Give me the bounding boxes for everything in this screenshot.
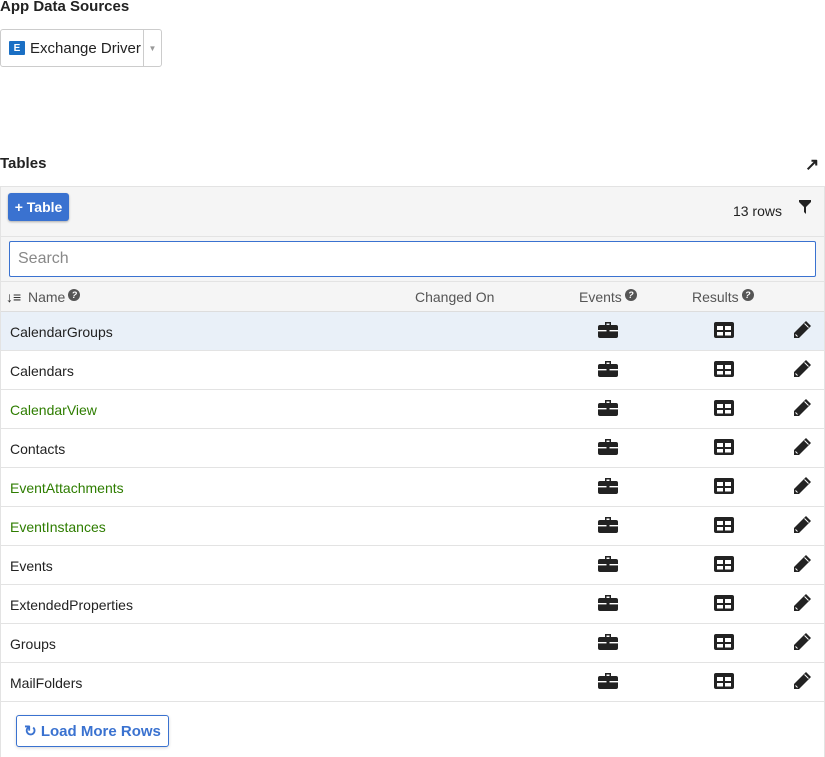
tables-toolbar: + Table 13 rows [1, 187, 824, 237]
help-icon[interactable]: ? [68, 289, 81, 301]
pencil-icon[interactable] [792, 476, 812, 501]
load-more-label: Load More Rows [40, 723, 161, 740]
refresh-icon: ↻ [24, 723, 37, 740]
table-grid-icon[interactable] [714, 634, 734, 655]
table-name[interactable]: Groups [10, 636, 56, 652]
table-row[interactable]: EventAttachments [1, 468, 824, 507]
table-grid-icon[interactable] [714, 556, 734, 577]
help-icon[interactable]: ? [741, 289, 754, 301]
data-source-value: Exchange Driver [30, 39, 141, 57]
briefcase-icon[interactable] [598, 478, 618, 499]
table-name[interactable]: Contacts [10, 441, 66, 457]
column-results[interactable]: Results? [692, 289, 754, 305]
pencil-icon[interactable] [792, 437, 812, 462]
exchange-icon: E [9, 41, 25, 55]
pencil-icon[interactable] [792, 320, 812, 345]
table-name[interactable]: CalendarView [10, 402, 97, 418]
briefcase-icon[interactable] [598, 673, 618, 694]
briefcase-icon[interactable] [598, 439, 618, 460]
table-name[interactable]: Calendars [10, 363, 74, 379]
table-row[interactable]: EventInstances [1, 507, 824, 546]
pencil-icon[interactable] [792, 359, 812, 384]
load-more-rows-button[interactable]: ↻ Load More Rows [16, 715, 169, 747]
pencil-icon[interactable] [792, 515, 812, 540]
briefcase-icon[interactable] [598, 556, 618, 577]
briefcase-icon[interactable] [598, 517, 618, 538]
briefcase-icon[interactable] [598, 595, 618, 616]
table-row[interactable]: Groups [1, 624, 824, 663]
briefcase-icon[interactable] [598, 322, 618, 343]
table-name[interactable]: CalendarGroups [10, 324, 113, 340]
table-name[interactable]: MailFolders [10, 675, 83, 691]
column-name-label: Name [28, 289, 66, 305]
chevron-down-icon[interactable]: ▼ [143, 30, 161, 66]
table-grid-icon[interactable] [714, 439, 734, 460]
column-name[interactable]: Name? [28, 289, 81, 305]
help-icon[interactable]: ? [624, 289, 637, 301]
table-row[interactable]: Events [1, 546, 824, 585]
tables-heading: Tables [0, 155, 47, 172]
pencil-icon[interactable] [792, 593, 812, 618]
table-row[interactable]: CalendarGroups [1, 312, 824, 351]
table-grid-icon[interactable] [714, 400, 734, 421]
pencil-icon[interactable] [792, 398, 812, 423]
column-events[interactable]: Events? [579, 289, 637, 305]
column-results-label: Results [692, 289, 739, 305]
table-grid-icon[interactable] [714, 322, 734, 343]
table-name[interactable]: Events [10, 558, 53, 574]
pencil-icon[interactable] [792, 554, 812, 579]
tables-panel: + Table 13 rows ↓≡ Name? Changed On Even… [0, 186, 825, 757]
table-row[interactable]: Contacts [1, 429, 824, 468]
table-grid-icon[interactable] [714, 595, 734, 616]
column-events-label: Events [579, 289, 622, 305]
table-grid-icon[interactable] [714, 517, 734, 538]
pencil-icon[interactable] [792, 632, 812, 657]
table-row[interactable]: ExtendedProperties [1, 585, 824, 624]
table-header: ↓≡ Name? Changed On Events? Results? [1, 282, 824, 312]
table-name[interactable]: EventAttachments [10, 480, 124, 496]
table-grid-icon[interactable] [714, 361, 734, 382]
briefcase-icon[interactable] [598, 634, 618, 655]
pencil-icon[interactable] [792, 671, 812, 696]
briefcase-icon[interactable] [598, 361, 618, 382]
filter-icon[interactable] [799, 200, 811, 217]
add-table-button[interactable]: + Table [8, 193, 69, 221]
expand-arrow-icon[interactable]: ↗ [805, 155, 820, 174]
table-row[interactable]: MailFolders [1, 663, 824, 702]
table-row[interactable]: Calendars [1, 351, 824, 390]
data-source-select[interactable]: E Exchange Driver ▼ [0, 29, 162, 67]
table-row[interactable]: CalendarView [1, 390, 824, 429]
app-data-sources-heading: App Data Sources [0, 0, 130, 15]
table-name[interactable]: ExtendedProperties [10, 597, 133, 613]
briefcase-icon[interactable] [598, 400, 618, 421]
search-input[interactable] [9, 241, 816, 277]
table-grid-icon[interactable] [714, 673, 734, 694]
table-name[interactable]: EventInstances [10, 519, 106, 535]
row-count: 13 rows [732, 203, 782, 219]
column-changed-on[interactable]: Changed On [415, 289, 495, 305]
sort-icon[interactable]: ↓≡ [6, 289, 22, 305]
table-grid-icon[interactable] [714, 478, 734, 499]
